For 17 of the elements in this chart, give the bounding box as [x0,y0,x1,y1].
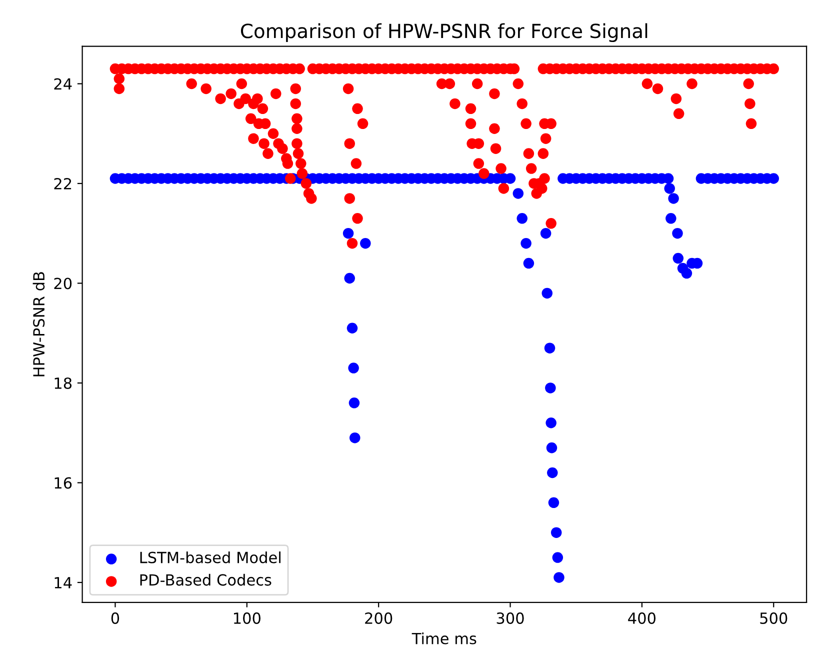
x-tick-label: 0 [111,612,120,624]
y-tick-label: 20 [54,278,72,290]
x-tick-label: 500 [760,612,788,624]
x-tick-label: 300 [496,612,524,624]
y-tick-label: 24 [54,78,72,90]
x-tick-label: 400 [628,612,656,624]
y-tick-label: 16 [54,477,72,489]
legend-label: PD-Based Codecs [140,574,272,586]
x-tick-label: 200 [365,612,392,624]
chart-title: Comparison of HPW-PSNR for Force Signal [240,23,648,42]
legend-label: LSTM-based Model [140,551,280,564]
y-axis-title: HPW-PSNR dB [32,272,45,376]
y-tick-label: 18 [54,377,72,389]
x-tick-label: 100 [234,612,260,624]
y-tick-label: 14 [54,577,72,588]
x-axis-title: Time ms [412,632,476,644]
y-tick-label: 22 [54,178,72,190]
